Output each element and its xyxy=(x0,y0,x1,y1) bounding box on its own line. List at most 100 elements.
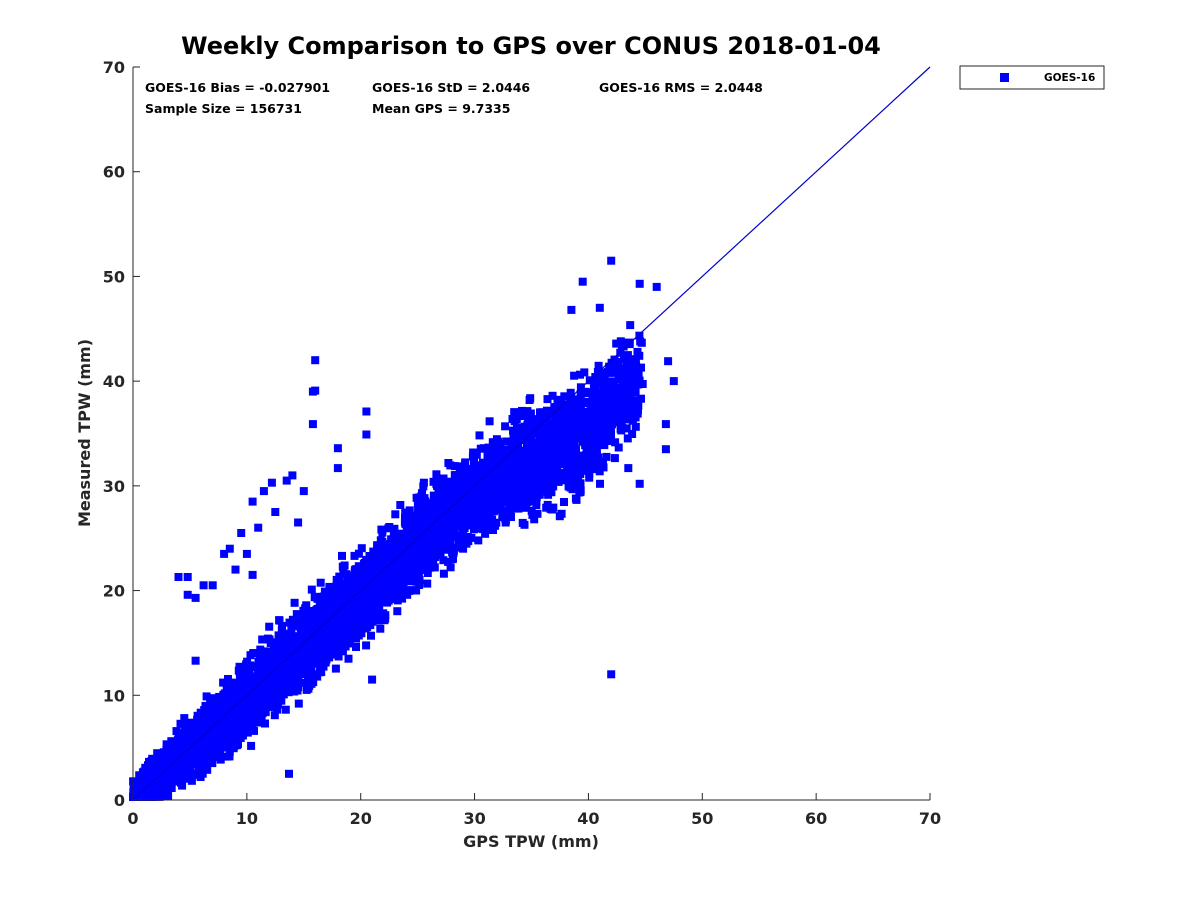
data-point xyxy=(553,412,561,421)
data-point xyxy=(229,687,238,695)
data-point xyxy=(291,632,300,641)
data-point xyxy=(357,544,366,553)
data-point xyxy=(585,469,594,478)
data-point xyxy=(471,461,480,470)
data-point xyxy=(450,527,459,536)
data-point xyxy=(576,479,585,488)
data-point xyxy=(417,565,426,574)
data-point xyxy=(434,526,443,535)
data-point xyxy=(310,652,319,661)
data-point xyxy=(623,386,632,395)
data-point xyxy=(581,458,590,467)
data-point xyxy=(594,361,603,370)
data-point xyxy=(390,585,399,594)
data-point xyxy=(513,492,522,501)
data-point xyxy=(385,564,394,573)
data-point xyxy=(526,434,535,442)
data-point xyxy=(378,528,387,537)
data-point xyxy=(555,427,564,436)
data-point xyxy=(628,416,637,425)
data-point xyxy=(569,429,578,437)
data-point xyxy=(496,469,505,478)
data-point xyxy=(629,356,638,365)
data-point xyxy=(500,490,509,499)
data-point xyxy=(274,656,283,665)
data-point xyxy=(611,438,620,447)
data-point xyxy=(326,606,335,615)
data-point xyxy=(464,537,473,546)
data-point xyxy=(622,424,631,433)
data-point xyxy=(511,432,520,441)
data-point xyxy=(447,518,456,527)
data-point xyxy=(572,407,581,416)
data-point xyxy=(583,462,592,471)
data-point xyxy=(405,506,414,515)
data-point xyxy=(175,773,184,782)
scatter-points xyxy=(129,256,678,801)
data-point xyxy=(592,405,601,414)
data-point xyxy=(523,453,532,462)
data-point xyxy=(239,731,247,740)
data-point xyxy=(632,369,641,378)
data-point xyxy=(339,567,348,576)
data-point xyxy=(354,549,363,558)
data-point xyxy=(369,573,378,582)
data-point xyxy=(571,494,580,503)
data-point xyxy=(247,741,256,750)
data-point xyxy=(338,551,346,560)
data-point xyxy=(187,718,196,727)
data-point xyxy=(363,598,372,607)
data-point xyxy=(577,430,586,439)
data-point xyxy=(570,371,579,380)
data-point xyxy=(367,631,375,640)
data-point xyxy=(412,493,421,502)
data-point xyxy=(612,367,621,376)
data-point xyxy=(573,455,582,464)
data-point xyxy=(365,559,374,568)
data-point xyxy=(562,442,571,451)
data-point xyxy=(349,587,358,596)
data-point xyxy=(594,410,603,419)
data-point xyxy=(250,726,258,735)
data-point xyxy=(450,462,459,471)
data-point xyxy=(258,635,267,644)
data-point xyxy=(604,397,613,406)
data-point xyxy=(517,451,526,460)
data-point xyxy=(602,431,611,440)
data-point xyxy=(255,672,264,681)
data-point xyxy=(407,576,416,585)
data-point xyxy=(531,492,540,501)
data-point xyxy=(567,464,576,473)
data-point xyxy=(534,452,543,461)
data-point xyxy=(635,351,644,360)
data-point xyxy=(236,726,245,735)
data-point xyxy=(510,459,519,468)
data-point xyxy=(303,632,312,641)
data-point xyxy=(197,760,206,769)
data-point xyxy=(156,755,165,764)
data-point xyxy=(402,531,411,540)
data-point xyxy=(494,444,503,453)
data-point xyxy=(186,729,195,738)
data-point xyxy=(580,409,589,418)
data-point xyxy=(234,739,242,748)
data-point xyxy=(592,420,601,429)
data-point xyxy=(231,715,240,724)
data-point xyxy=(297,664,306,672)
data-point xyxy=(247,663,256,672)
data-point xyxy=(533,509,542,518)
data-point xyxy=(310,645,318,654)
data-point xyxy=(318,647,327,656)
data-point xyxy=(608,395,617,404)
data-point xyxy=(219,743,228,752)
data-point xyxy=(569,450,578,459)
data-point xyxy=(530,438,539,447)
data-point xyxy=(439,525,447,534)
data-point xyxy=(600,385,608,394)
data-point xyxy=(261,657,270,666)
data-point xyxy=(182,752,191,761)
data-point xyxy=(592,456,601,465)
data-point xyxy=(363,623,372,632)
data-point xyxy=(178,728,187,737)
